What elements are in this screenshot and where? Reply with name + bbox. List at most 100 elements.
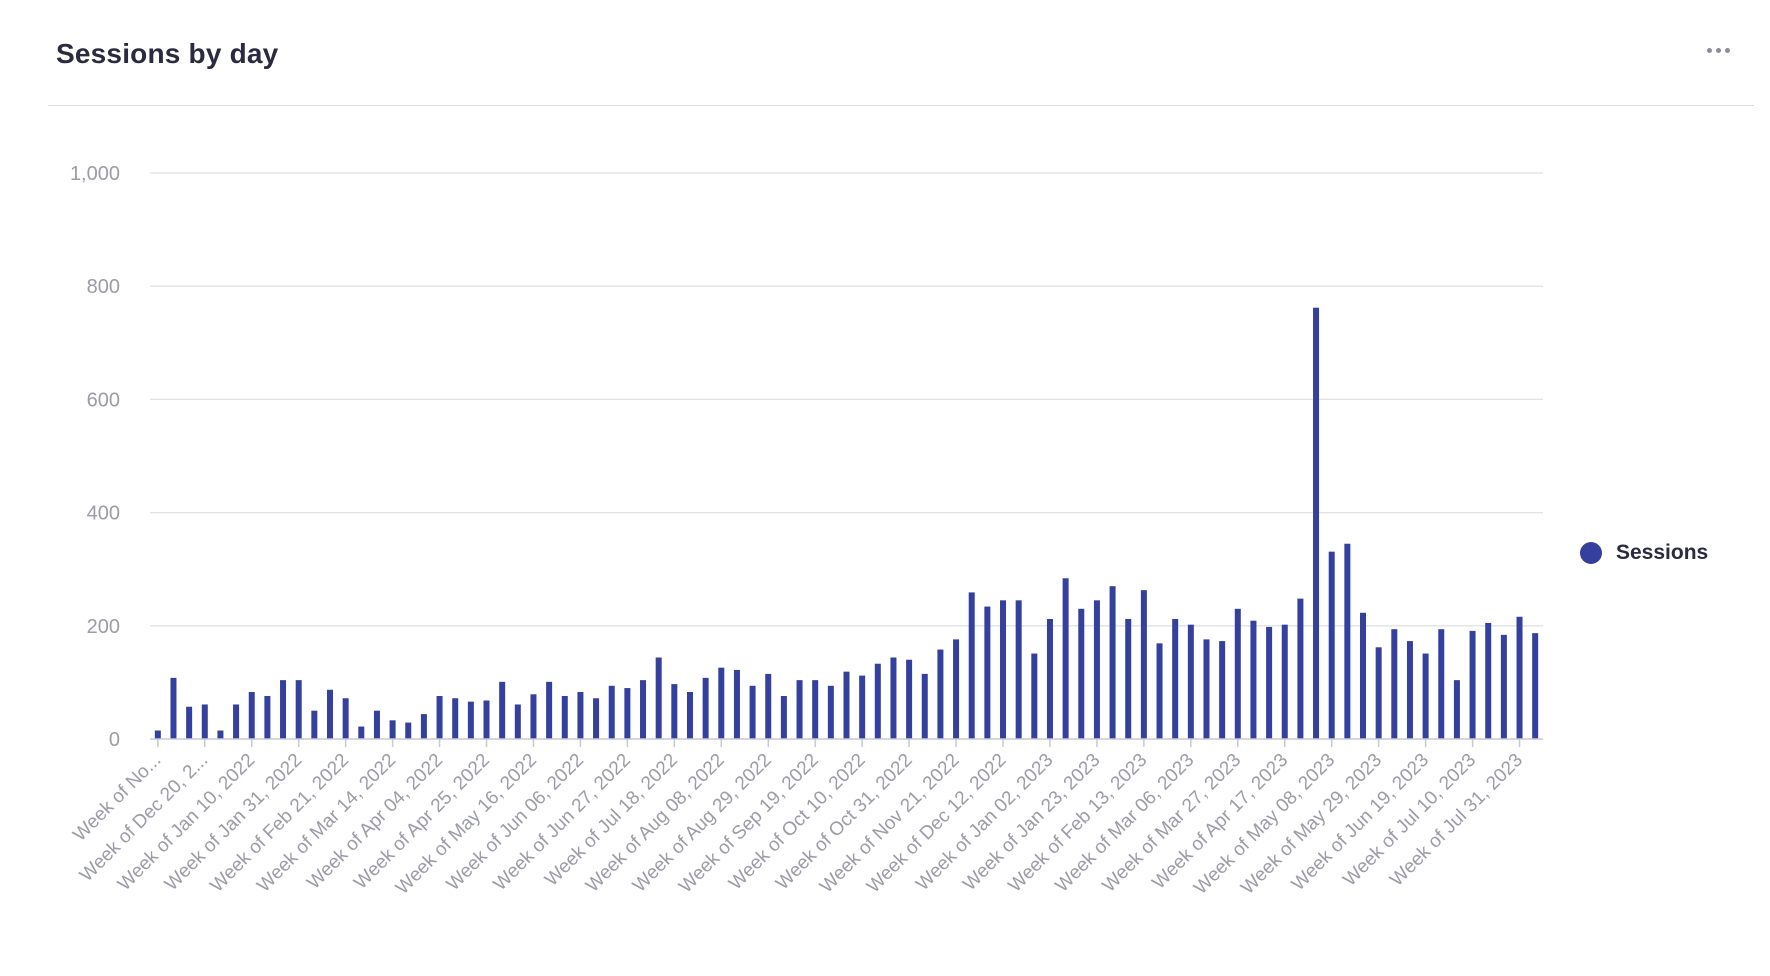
bar: [201, 704, 208, 739]
bar: [1453, 680, 1460, 739]
bar: [436, 695, 443, 739]
bar: [530, 694, 537, 739]
bar: [170, 677, 177, 739]
chart-title: Sessions by day: [56, 38, 279, 69]
bar: [1313, 307, 1320, 739]
bar: [217, 730, 224, 739]
header-divider: [48, 105, 1754, 106]
bar: [968, 592, 975, 739]
bar: [295, 680, 302, 739]
bar: [1391, 629, 1398, 739]
bar: [373, 710, 380, 739]
bar: [1328, 551, 1335, 739]
y-tick-label: 0: [109, 729, 120, 751]
bar: [389, 720, 396, 739]
bar: [1297, 598, 1304, 739]
bar: [655, 657, 662, 739]
bar: [765, 673, 772, 739]
y-tick-label: 1,000: [70, 163, 120, 185]
y-tick-label: 400: [87, 503, 120, 525]
bar: [827, 685, 834, 739]
bar: [1078, 608, 1085, 739]
bar: [452, 698, 459, 739]
bar: [671, 684, 678, 739]
bar: [420, 714, 427, 739]
bar: [1156, 643, 1163, 739]
bar: [1344, 543, 1351, 739]
bar: [1187, 624, 1194, 739]
bar: [640, 680, 647, 739]
bar: [483, 700, 490, 739]
bar: [593, 698, 600, 739]
bar: [248, 692, 255, 739]
bar: [186, 706, 193, 739]
bar: [1093, 600, 1100, 739]
bar: [405, 722, 412, 739]
bar: [1375, 647, 1382, 739]
bar: [561, 695, 568, 739]
bar: [1516, 616, 1523, 739]
y-tick-label: 800: [87, 276, 120, 298]
bar: [1250, 620, 1257, 739]
bar: [686, 692, 693, 739]
bar: [937, 649, 944, 739]
bar: [859, 675, 866, 739]
bar: [1532, 633, 1539, 739]
legend-label-sessions[interactable]: Sessions: [1616, 541, 1709, 564]
menu-dot: [1715, 47, 1721, 53]
bar: [1500, 634, 1507, 739]
bar: [1406, 641, 1413, 739]
bar: [890, 657, 897, 739]
bar: [1172, 619, 1179, 739]
bar: [874, 663, 881, 739]
bar: [796, 680, 803, 739]
bar: [358, 726, 365, 739]
bar: [311, 710, 318, 739]
menu-dot: [1724, 47, 1730, 53]
bar: [1015, 600, 1022, 739]
bar: [467, 701, 474, 739]
bar: [514, 704, 521, 739]
bar: [733, 669, 740, 739]
bar: [1360, 612, 1367, 739]
bar: [1125, 619, 1132, 739]
legend: Sessions: [1580, 541, 1708, 565]
bar: [1203, 639, 1210, 739]
bar: [1438, 629, 1445, 739]
bar: [812, 680, 819, 739]
bar: [1000, 600, 1007, 739]
bar: [1219, 641, 1226, 739]
bar: [264, 695, 271, 739]
bar: [1281, 624, 1288, 739]
bar: [499, 681, 506, 739]
menu-dot: [1706, 47, 1712, 53]
legend-swatch-sessions: [1580, 542, 1602, 564]
y-tick-label: 200: [87, 616, 120, 638]
bar: [546, 681, 553, 739]
bar: [718, 667, 725, 739]
bar: [233, 704, 240, 739]
bar: [1109, 586, 1116, 739]
more-options-icon[interactable]: [1700, 36, 1736, 64]
bar: [280, 680, 287, 739]
bar: [342, 698, 349, 739]
bar: [843, 671, 850, 739]
bar: [984, 606, 991, 739]
bar: [1234, 608, 1241, 739]
bar: [1062, 578, 1069, 739]
bar: [1422, 653, 1429, 739]
y-tick-label: 600: [87, 389, 120, 411]
bar: [921, 673, 928, 739]
bar: [1469, 630, 1476, 739]
bar: [702, 677, 709, 739]
bar: [1031, 653, 1038, 739]
bar: [624, 688, 631, 739]
bar: [577, 692, 584, 739]
bar: [326, 689, 333, 739]
bar: [780, 695, 787, 739]
bar: [1485, 622, 1492, 739]
bar: [953, 639, 960, 739]
bar: [1266, 626, 1273, 739]
